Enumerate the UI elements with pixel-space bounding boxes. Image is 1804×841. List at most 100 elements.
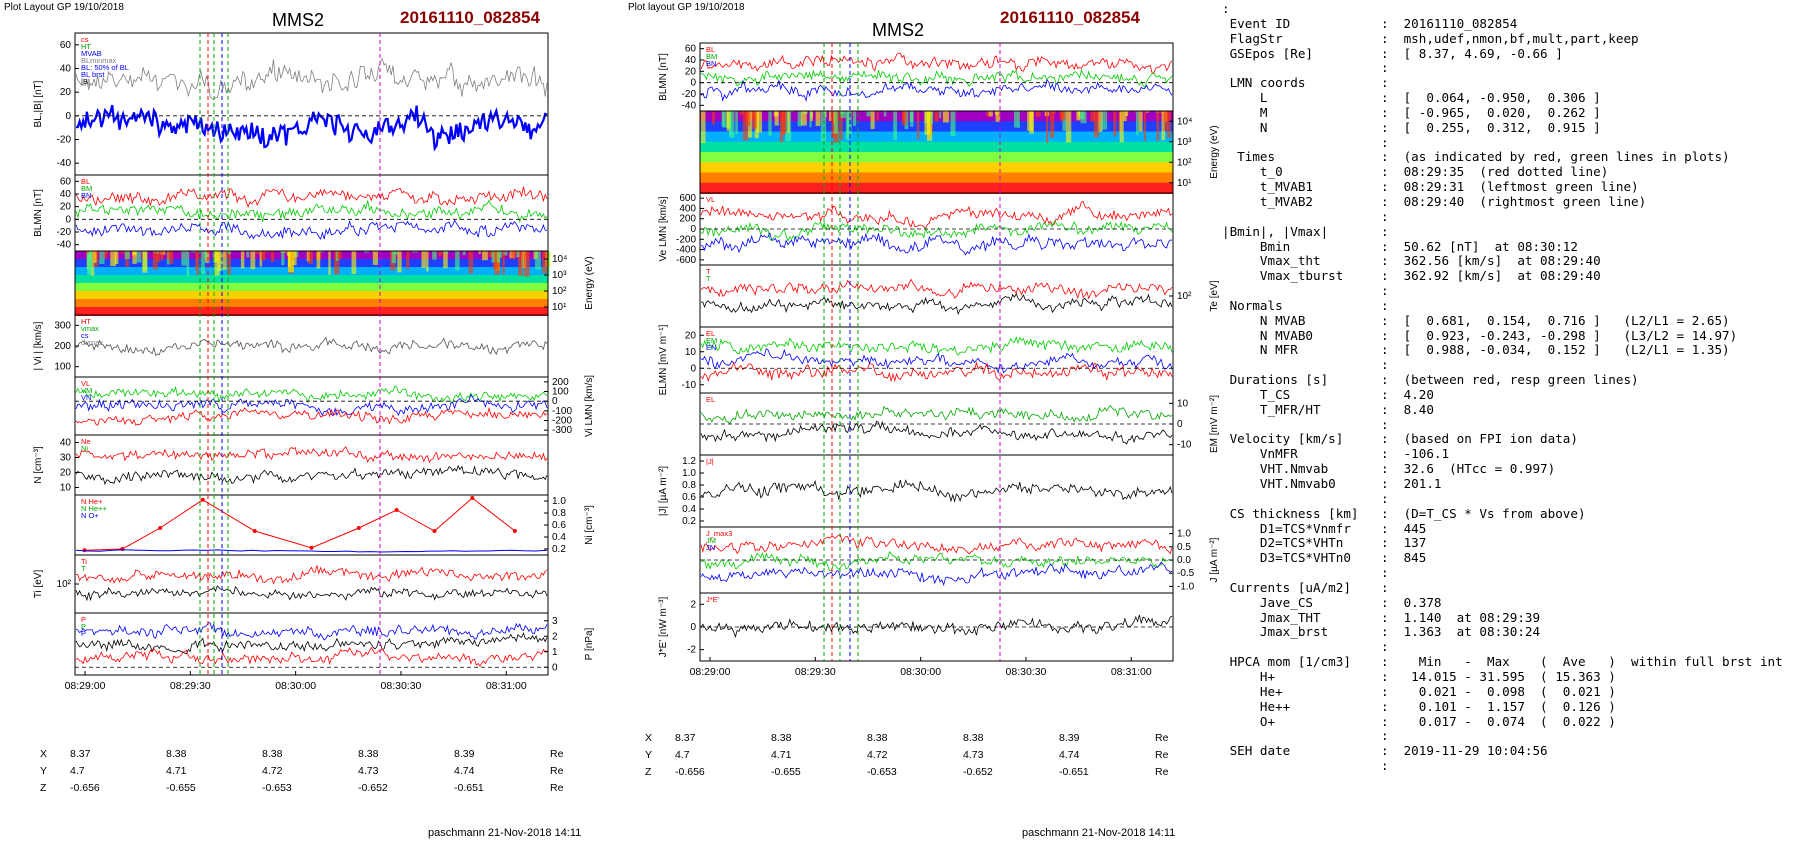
summary-value: 2019-11-29 10:04:56 <box>1396 743 1548 759</box>
plot-panel: 1.00.80.60.40.2 Ni [cm⁻³] N He+N He++N O+ <box>74 494 595 556</box>
position-axis-label: Z <box>645 766 652 778</box>
legend-entry: P <box>81 622 86 631</box>
position-value: -0.651 <box>1059 766 1089 778</box>
axis-tick-label: -20 <box>57 135 72 146</box>
summary-colon: : <box>1381 164 1389 180</box>
spectrogram-band <box>700 141 1173 153</box>
summary-value: 4.20 <box>1396 386 1434 402</box>
series-line <box>75 336 548 357</box>
position-value: -0.653 <box>262 782 292 794</box>
axis-tick-label: 10 <box>60 483 72 494</box>
legend-entry: HT <box>81 42 91 51</box>
summary-row: Jmax_THT: 1.140 at 08:29:39 <box>1222 610 1802 626</box>
axis-tick-label: 400 <box>679 203 696 214</box>
summary-key: t_MVAB1 <box>1222 179 1313 195</box>
summary-key: N MVAB0 <box>1222 327 1313 343</box>
spectrogram-streak <box>1123 111 1127 122</box>
position-value: 4.7 <box>675 749 690 761</box>
spectrogram-streak <box>1159 111 1164 114</box>
data-point <box>200 497 205 502</box>
series-line <box>75 446 548 464</box>
summary-row: Currents [uA/m2]: <box>1222 580 1802 596</box>
summary-key: FlagStr <box>1222 30 1283 46</box>
axis-tick-label: 0 <box>552 662 558 673</box>
summary-colon: : <box>1381 75 1389 91</box>
summary-colon: : <box>1381 401 1389 417</box>
position-axis-label: Y <box>40 765 48 777</box>
summary-row: D2=TCS*VHTn: 137 <box>1222 536 1802 551</box>
summary-colon: : <box>1381 654 1389 670</box>
summary-value: [ 0.064, -0.950, 0.306 ] <box>1396 90 1601 106</box>
spectrogram-streak <box>1125 111 1129 116</box>
spectrogram-streak <box>542 251 548 274</box>
position-value: 8.37 <box>70 748 91 760</box>
summary-colon: : <box>1381 342 1389 358</box>
left-event-title: 20161110_082854 <box>400 8 540 27</box>
axis-label: BLMN [nT] <box>658 53 669 101</box>
summary-value: 362.56 [km/s] at 08:29:40 <box>1396 253 1601 269</box>
spectrogram-streak <box>227 251 232 275</box>
middle-spacecraft-title: MMS2 <box>872 20 925 40</box>
summary-key: D3=TCS*VHTn0 <box>1222 550 1351 566</box>
spectrogram-streak <box>876 111 879 122</box>
spectrogram-streak <box>227 251 231 255</box>
data-point <box>252 529 257 533</box>
summary-key: D2=TCS*VHTn <box>1222 535 1344 551</box>
series-line <box>75 393 548 417</box>
axis-tick-label: 20 <box>685 66 697 77</box>
spectrogram-streak <box>787 111 790 133</box>
summary-row: Durations [s]: (between red, resp green … <box>1222 372 1802 388</box>
spectrogram-streak <box>726 111 730 131</box>
summary-value: 0.021 - 0.098 ( 0.021 ) <box>1396 683 1616 699</box>
time-tick-label: 08:30:00 <box>900 666 941 678</box>
position-value: 8.39 <box>454 748 475 760</box>
summary-colon: : <box>1381 223 1389 239</box>
axis-tick-label: 0 <box>552 396 558 407</box>
series-line <box>75 57 548 100</box>
legend-entry: T <box>706 274 711 283</box>
axis-tick-label: -300 <box>552 425 572 436</box>
time-tick-label: 08:30:00 <box>275 680 316 692</box>
spectrogram-streak <box>521 251 527 268</box>
spectrogram-streak <box>774 111 779 126</box>
spectrogram-streak <box>722 111 728 128</box>
summary-colon: : <box>1381 104 1389 120</box>
summary-row: M: [ -0.965, 0.020, 0.262 ] <box>1222 104 1802 121</box>
spectrogram-streak <box>246 251 250 258</box>
position-row: Y 4.7 4.71 4.72 4.73 4.74 Re <box>40 765 580 781</box>
summary-colon: : <box>1381 60 1389 76</box>
spectrogram-streak <box>491 251 496 263</box>
position-unit: Re <box>1155 766 1169 778</box>
position-value: 4.7 <box>70 765 85 777</box>
axis-tick-label: 20 <box>60 87 72 98</box>
legend-entry: BL: 50% of BL <box>81 63 129 72</box>
legend-entry: J_max3 <box>706 529 732 538</box>
summary-key: Jave_CS <box>1222 594 1313 610</box>
spectrogram-streak <box>995 111 1001 122</box>
spectrogram-streak <box>292 251 297 266</box>
summary-row: : <box>1222 417 1802 433</box>
summary-row: : <box>1222 758 1802 774</box>
left-position-table: X 8.37 8.38 8.38 8.38 8.39 Re Y 4.7 4.71 4.72 4.73 4… <box>40 748 580 808</box>
legend-entry: BM <box>81 184 92 193</box>
summary-value: 201.1 <box>1396 476 1442 491</box>
series-line <box>75 385 548 404</box>
axis-label: Ni [cm⁻³] <box>584 505 595 545</box>
spectrogram-band <box>75 267 548 276</box>
series-line <box>700 292 1173 316</box>
spectrogram-streak <box>195 251 198 271</box>
series-line <box>700 420 1173 445</box>
spectrogram-streak <box>768 111 772 136</box>
axis-tick-label: 1 <box>552 647 558 658</box>
position-value: 8.38 <box>358 748 379 760</box>
summary-row: O+: 0.017 - 0.074 ( 0.022 ) <box>1222 714 1802 730</box>
summary-colon: : <box>1381 431 1389 447</box>
series-line <box>75 646 548 667</box>
axis-tick-label: -1.0 <box>1177 581 1195 592</box>
left-footer: paschmann 21-Nov-2018 14:11 <box>428 827 582 839</box>
position-axis-label: X <box>645 732 653 744</box>
spectrogram-streak <box>260 251 266 261</box>
summary-row: He+: 0.021 - 0.098 ( 0.021 ) <box>1222 683 1802 700</box>
spectrogram-streak <box>270 251 275 263</box>
